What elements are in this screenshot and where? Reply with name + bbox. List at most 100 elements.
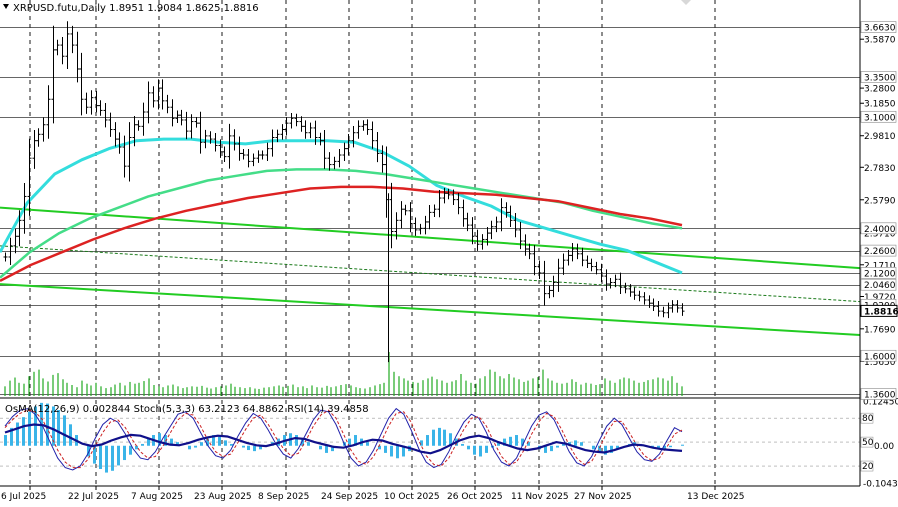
price-bar: [461, 199, 466, 227]
price-bar: [470, 217, 475, 245]
price-bar: [60, 37, 65, 65]
price-level-box: [860, 278, 897, 291]
osma-tick-label: -0.10437: [863, 480, 898, 490]
price-bar: [356, 120, 361, 139]
price-bar: [423, 215, 428, 235]
price-bar: [594, 261, 599, 275]
price-bar: [566, 250, 571, 266]
price-bar: [556, 258, 561, 292]
price-bar: [380, 145, 385, 173]
price-bar: [342, 142, 347, 162]
price-level-label: 3.3500: [864, 73, 896, 83]
date-label: 10 Oct 2025: [384, 492, 440, 502]
price-bar: [351, 126, 356, 148]
price-bar: [680, 303, 685, 316]
price-bar: [203, 129, 208, 149]
price-tick-label: 2.5790: [864, 196, 896, 206]
price-tick-label: 2.1710: [864, 261, 896, 271]
price-level-label: 2.1200: [864, 269, 896, 279]
date-label: 22 Jul 2025: [68, 492, 119, 502]
price-bar: [260, 150, 265, 160]
price-bar: [618, 272, 623, 294]
price-bar: [580, 247, 585, 267]
price-bar: [308, 122, 313, 139]
moving-averages: [0, 137, 683, 283]
price-bar: [318, 132, 323, 146]
price-level-label: 3.1000: [864, 113, 896, 123]
price-bar: [32, 129, 37, 169]
price-bar: [313, 120, 318, 145]
price-bar: [575, 243, 580, 260]
price-level-box: [860, 110, 897, 123]
price-level-box: [860, 349, 897, 362]
price-tick-label: 1.9720: [864, 293, 896, 303]
price-bar: [361, 120, 366, 131]
ma-line-ema-50: [0, 137, 683, 275]
stoch-level-label: 50: [862, 438, 874, 448]
price-bar: [413, 217, 418, 236]
price-bar: [561, 253, 566, 275]
price-bar: [122, 135, 127, 178]
price-bar: [327, 152, 332, 171]
price-bar: [585, 255, 590, 269]
price-bar: [22, 183, 27, 234]
price-bar: [27, 138, 32, 216]
price-bar: [175, 110, 180, 124]
price-bar: [94, 90, 99, 113]
price-bar: [13, 228, 18, 254]
price-bar: [84, 92, 89, 114]
price-bar: [151, 86, 156, 108]
price-bar: [375, 131, 380, 163]
symbol-header: XRPUSD.futu,Daily 1.8951 1.9084 1.8625 1…: [13, 3, 259, 14]
price-bar: [256, 150, 261, 163]
date-axis-labels: 6 Jul 2025 22 Jul 2025 7 Aug 2025 23 Aug 20…: [1, 486, 745, 502]
price-bar: [127, 122, 132, 182]
price-bar: [475, 229, 480, 251]
price-bar: [265, 142, 270, 162]
price-bar: [179, 109, 184, 126]
price-bar: [394, 212, 399, 240]
price-bar: [527, 243, 532, 260]
price-bar: [570, 242, 575, 262]
price-bar: [613, 274, 618, 288]
price-bar: [670, 300, 675, 313]
price-bar: [113, 122, 118, 147]
price-bar: [189, 114, 194, 139]
price-bar: [489, 220, 494, 240]
price-bar: [508, 205, 513, 228]
price-level-label: 2.2600: [864, 247, 896, 257]
price-bar: [165, 94, 170, 114]
scroll-marker-icon[interactable]: [681, 0, 691, 5]
price-bar: [675, 300, 680, 313]
price-bar: [89, 90, 94, 115]
price-bar: [46, 85, 51, 139]
price-tick-label: 3.5870: [864, 36, 896, 46]
stoch-level-label: 20: [862, 462, 874, 472]
price-bar: [370, 121, 375, 149]
price-bar: [499, 198, 504, 232]
price-bar: [3, 252, 8, 262]
price-bar: [485, 227, 490, 246]
dropdown-triangle-icon[interactable]: [3, 4, 9, 9]
price-tick-label: 1.7690: [864, 325, 896, 335]
price-tick-label: 3.2800: [864, 85, 896, 95]
rsi-line: [4, 423, 683, 455]
price-bar: [246, 148, 251, 168]
price-bar: [337, 148, 342, 168]
price-bar: [632, 287, 637, 300]
price-bar: [399, 201, 404, 229]
current-price-label: 1.8816: [864, 307, 898, 317]
price-bar: [280, 124, 285, 140]
price-level-box: [860, 267, 897, 279]
price-bar: [589, 258, 594, 272]
price-bar: [8, 237, 13, 266]
date-label: 24 Sep 2025: [321, 492, 378, 502]
price-bar: [432, 204, 437, 218]
price-tick-label: 1.5650: [864, 358, 896, 368]
stoch-level-box: [860, 460, 874, 472]
stoch-level-box: [860, 436, 874, 448]
price-level-label: 2.4000: [864, 225, 896, 235]
price-bar: [504, 202, 509, 218]
